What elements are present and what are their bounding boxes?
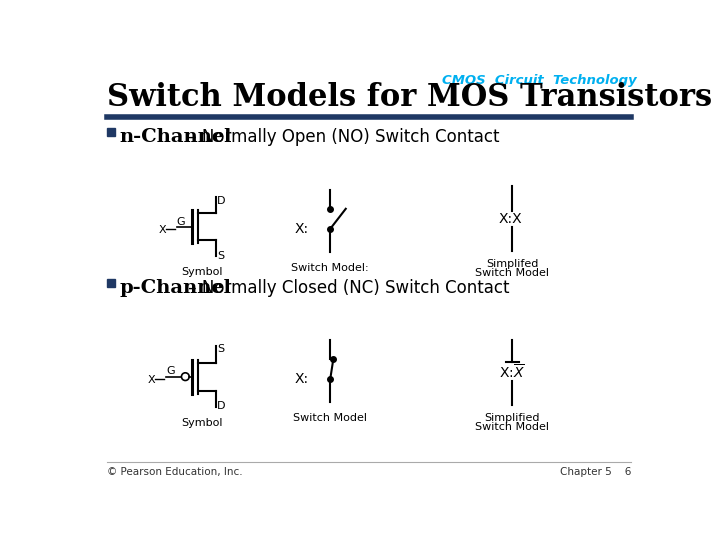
- Text: Symbol: Symbol: [181, 267, 223, 276]
- Text: Switch Models for MOS Transistors: Switch Models for MOS Transistors: [107, 82, 712, 113]
- Text: X:: X:: [294, 222, 309, 236]
- Text: Switch Model:: Switch Model:: [292, 262, 369, 273]
- Text: Switch Model: Switch Model: [475, 268, 549, 278]
- Text: G: G: [177, 217, 186, 227]
- Text: Chapter 5    6: Chapter 5 6: [559, 467, 631, 477]
- Text: X:: X:: [294, 372, 309, 386]
- Bar: [107, 279, 114, 287]
- Text: – Normally Open (NO) Switch Contact: – Normally Open (NO) Switch Contact: [183, 128, 500, 146]
- Text: Simplifed: Simplifed: [486, 259, 539, 269]
- Text: G: G: [166, 366, 174, 376]
- Text: X:$\overline{X}$: X:$\overline{X}$: [500, 363, 526, 382]
- Text: X: X: [148, 375, 155, 385]
- Bar: [107, 128, 114, 136]
- Text: X:X: X:X: [499, 212, 523, 226]
- Text: © Pearson Education, Inc.: © Pearson Education, Inc.: [107, 467, 243, 477]
- Text: p-Channel: p-Channel: [120, 279, 231, 297]
- Text: Symbol: Symbol: [181, 418, 223, 428]
- Text: CMOS  Circuit  Technology: CMOS Circuit Technology: [441, 74, 636, 87]
- Text: Switch Model: Switch Model: [293, 413, 367, 423]
- Text: X: X: [158, 225, 166, 235]
- Text: S: S: [217, 251, 224, 261]
- Text: Simplified: Simplified: [485, 413, 540, 423]
- Text: S: S: [217, 345, 224, 354]
- Text: D: D: [217, 401, 225, 411]
- Text: n-Channel: n-Channel: [120, 128, 232, 146]
- Text: D: D: [217, 195, 225, 206]
- Text: Switch Model: Switch Model: [475, 422, 549, 432]
- Text: – Normally Closed (NC) Switch Contact: – Normally Closed (NC) Switch Contact: [183, 279, 510, 297]
